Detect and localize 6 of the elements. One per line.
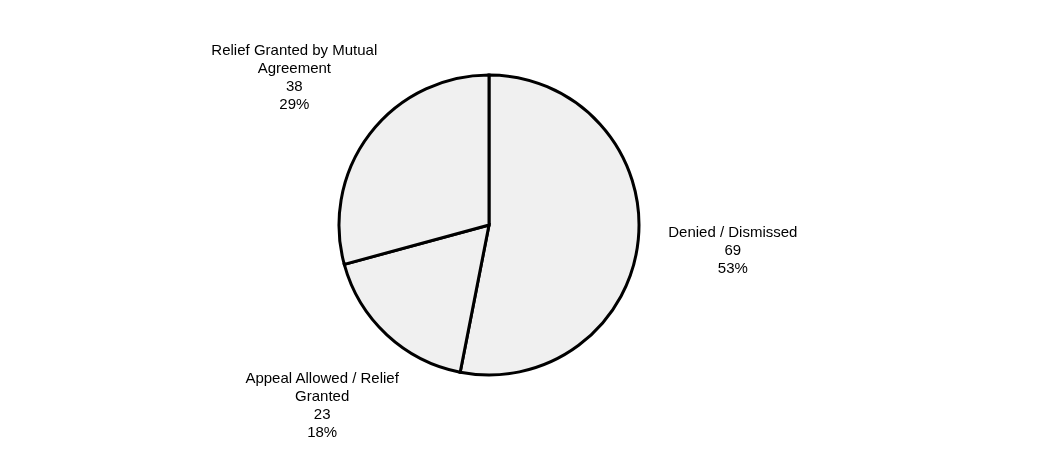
slice-label: Appeal Allowed / Relief Granted bbox=[245, 368, 400, 404]
data-label: 23 18% bbox=[307, 404, 338, 440]
slice-label: Relief Granted by Mutual Agreement bbox=[211, 40, 378, 76]
data-label: 38 29% bbox=[279, 76, 310, 112]
data-label: 69 53% bbox=[717, 240, 748, 276]
slice-label: Denied / Dismissed bbox=[668, 222, 798, 240]
